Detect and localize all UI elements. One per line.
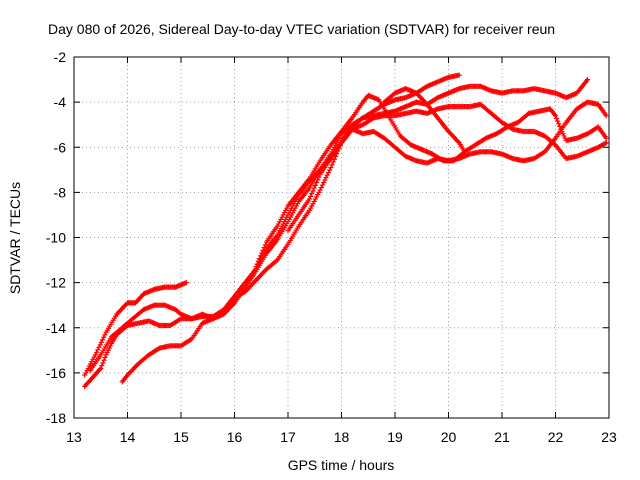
x-axis-label: GPS time / hours [288, 457, 395, 473]
x-tick-label: 17 [280, 429, 296, 445]
x-tick-label: 20 [441, 429, 457, 445]
series-markers [285, 101, 609, 234]
y-tick-label: -6 [54, 139, 67, 155]
y-tick-label: -12 [46, 275, 66, 291]
y-tick-label: -4 [54, 94, 67, 110]
x-tick-label: 13 [66, 429, 82, 445]
y-axis-label: SDTVAR / TECUs [7, 182, 23, 294]
x-tick-label: 16 [227, 429, 243, 445]
x-tick-label: 21 [494, 429, 510, 445]
y-tick-label: -16 [46, 365, 66, 381]
x-tick-label: 23 [601, 429, 617, 445]
x-tick-label: 19 [387, 429, 403, 445]
x-tick-label: 15 [173, 429, 189, 445]
y-tick-label: -10 [46, 230, 66, 246]
series-trace-4 [87, 77, 591, 374]
x-tick-label: 14 [120, 429, 136, 445]
series-trace-7 [381, 86, 468, 155]
axis-ticks: 13 14 15 16 17 18 19 20 21 22 23 -18 -16 -14 -12 -10 -8 -… [46, 49, 617, 445]
series-markers [381, 86, 468, 155]
y-tick-label: -8 [54, 184, 67, 200]
series-markers [119, 99, 609, 385]
series-trace-6 [285, 101, 609, 234]
series-trace-5 [253, 92, 609, 270]
x-tick-label: 22 [548, 429, 564, 445]
series-layer [82, 72, 609, 389]
series-markers [87, 77, 591, 374]
series-trace-3 [119, 99, 609, 385]
series-markers [82, 280, 189, 378]
chart-title: Day 080 of 2026, Sidereal Day-to-day VTE… [48, 21, 555, 37]
series-markers [253, 92, 609, 270]
y-tick-label: -18 [46, 410, 66, 426]
y-tick-label: -2 [54, 49, 67, 65]
y-tick-label: -14 [46, 320, 66, 336]
x-tick-label: 18 [334, 429, 350, 445]
series-trace-1 [82, 280, 189, 378]
